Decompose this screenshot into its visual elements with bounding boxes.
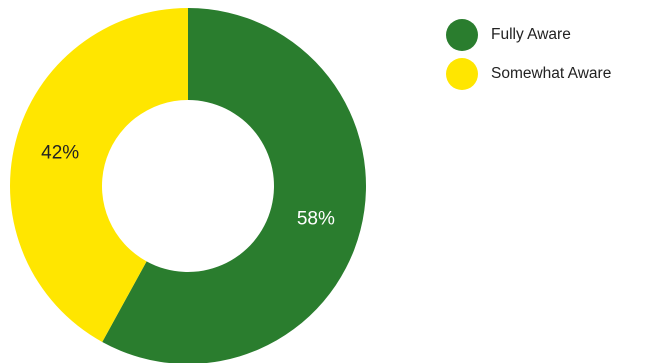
donut-slices (9, 8, 366, 363)
slice-somewhat-aware[interactable] (9, 8, 189, 342)
slice-label-fully-aware: 58% (297, 208, 335, 229)
legend-swatch-somewhat-aware (446, 58, 478, 90)
legend-item-fully-aware[interactable]: Fully Aware (446, 19, 611, 51)
legend-label-somewhat-aware: Somewhat Aware (491, 65, 612, 82)
legend-item-somewhat-aware[interactable]: Somewhat Aware (446, 58, 611, 90)
chart-legend: Fully Aware Somewhat Aware (446, 19, 611, 90)
donut-slice-labels: 58% 42% (41, 143, 335, 230)
legend-swatch-fully-aware (446, 19, 478, 51)
slice-fully-aware[interactable] (102, 8, 366, 363)
legend-label-fully-aware: Fully Aware (491, 26, 571, 43)
slice-label-somewhat-aware: 42% (41, 143, 79, 164)
